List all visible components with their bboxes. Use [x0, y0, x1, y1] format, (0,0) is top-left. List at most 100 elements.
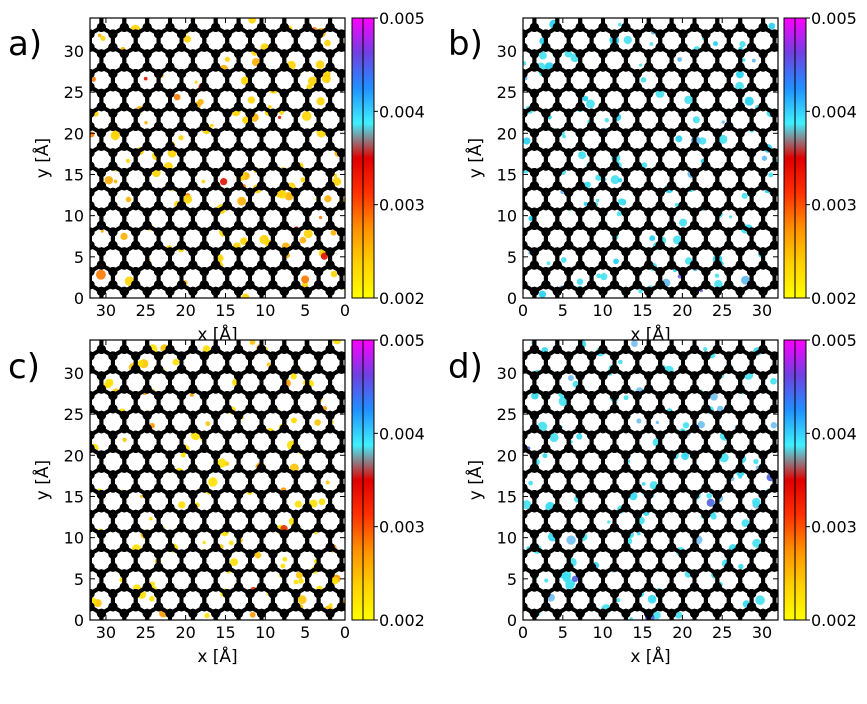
carbon-atom	[781, 10, 790, 19]
carbon-atom	[234, 287, 243, 296]
carbon-atom	[793, 3, 802, 12]
carbon-atom	[383, 241, 392, 250]
carbon-atom	[816, 241, 825, 250]
hexagon-ring	[809, 126, 832, 152]
carbon-atom	[280, 300, 289, 309]
hexagon-ring	[273, 310, 296, 336]
carbon-atom	[131, 642, 140, 651]
carbon-atom	[257, 128, 266, 137]
x-tick-label: 0	[518, 301, 528, 320]
carbon-atom	[97, 49, 106, 58]
carbon-atom	[759, 102, 768, 111]
carbon-atom	[383, 69, 392, 78]
density-spot	[149, 517, 152, 520]
carbon-atom	[97, 89, 106, 98]
carbon-atom	[724, 148, 733, 157]
carbon-atom	[245, 602, 254, 611]
density-spot	[268, 105, 272, 109]
carbon-atom	[177, 188, 186, 197]
carbon-atom	[621, 260, 630, 269]
carbon-atom	[610, 320, 619, 329]
carbon-atom	[394, 582, 403, 591]
carbon-atom	[736, 142, 745, 151]
carbon-atom	[576, 62, 585, 71]
carbon-atom	[690, 168, 699, 177]
carbon-atom	[257, 260, 266, 269]
density-spot	[600, 273, 607, 280]
carbon-atom	[610, 227, 619, 236]
carbon-atom	[108, 563, 117, 572]
carbon-atom	[656, 3, 665, 12]
carbon-atom	[120, 221, 129, 230]
carbon-atom	[747, 267, 756, 276]
carbon-atom	[839, 69, 848, 78]
carbon-atom	[576, 300, 585, 309]
carbon-atom	[518, 320, 527, 329]
carbon-atom	[303, 142, 312, 151]
density-spot	[140, 495, 143, 498]
carbon-atom	[234, 23, 243, 32]
carbon-atom	[120, 247, 129, 256]
carbon-atom	[496, 3, 505, 12]
carbon-atom	[827, 221, 836, 230]
carbon-atom	[120, 89, 129, 98]
carbon-atom	[406, 227, 415, 236]
carbon-atom	[759, 208, 768, 217]
carbon-atom	[303, 247, 312, 256]
carbon-atom	[621, 102, 630, 111]
carbon-atom	[280, 300, 289, 309]
carbon-atom	[303, 287, 312, 296]
carbon-atom	[656, 3, 665, 12]
carbon-atom	[576, 168, 585, 177]
carbon-atom	[816, 161, 825, 170]
carbon-atom	[223, 188, 232, 197]
carbon-atom	[394, 221, 403, 230]
carbon-atom	[143, 23, 152, 32]
x-tick-label: 15	[215, 301, 235, 320]
carbon-atom	[383, 29, 392, 38]
y-tick-label: 20	[497, 124, 517, 143]
carbon-atom	[598, 326, 607, 335]
carbon-atom	[291, 122, 300, 131]
carbon-atom	[564, 122, 573, 131]
carbon-atom	[816, 29, 825, 38]
hexagon-ring	[227, 0, 250, 14]
carbon-atom	[576, 300, 585, 309]
carbon-atom	[85, 642, 94, 651]
carbon-atom	[165, 49, 174, 58]
carbon-atom	[394, 49, 403, 58]
carbon-atom	[713, 181, 722, 190]
carbon-atom	[326, 622, 335, 631]
carbon-atom	[268, 320, 277, 329]
carbon-atom	[713, 49, 722, 58]
carbon-atom	[97, 221, 106, 230]
density-spot	[225, 57, 230, 62]
carbon-atom	[496, 3, 505, 12]
y-tick-label: 20	[64, 124, 84, 143]
carbon-atom	[268, 29, 277, 38]
carbon-atom	[553, 208, 562, 217]
hexagon-ring	[56, 8, 79, 34]
carbon-atom	[177, 201, 186, 210]
carbon-atom	[326, 168, 335, 177]
carbon-atom	[587, 43, 596, 52]
carbon-atom	[816, 267, 825, 276]
carbon-atom	[63, 280, 72, 289]
carbon-atom	[394, 49, 403, 58]
carbon-atom	[165, 582, 174, 591]
hexagon-ring	[113, 0, 136, 14]
carbon-atom	[576, 260, 585, 269]
carbon-atom	[74, 23, 83, 32]
carbon-atom	[314, 148, 323, 157]
carbon-atom	[633, 3, 642, 12]
carbon-atom	[177, 241, 186, 250]
carbon-atom	[314, 122, 323, 131]
carbon-atom	[406, 161, 415, 170]
carbon-atom	[211, 260, 220, 269]
carbon-atom	[747, 3, 756, 12]
density-spot	[105, 176, 113, 184]
density-spot	[281, 564, 286, 569]
carbon-atom	[280, 260, 289, 269]
carbon-atom	[291, 82, 300, 91]
